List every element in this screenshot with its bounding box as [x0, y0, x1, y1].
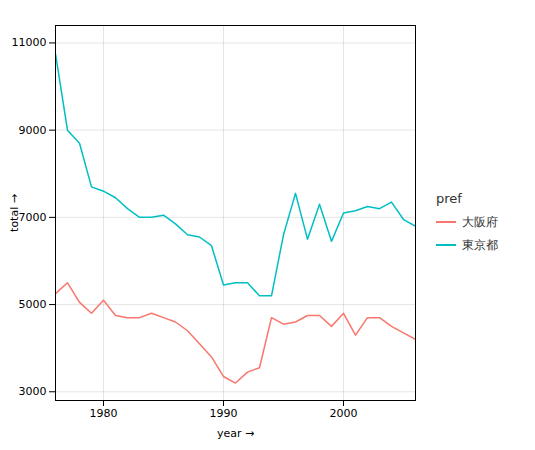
svg-text:3000: 3000 [19, 385, 47, 398]
svg-text:7000: 7000 [19, 211, 47, 224]
html-text:東京都: 東京都 [462, 237, 498, 252]
svg-text:11000: 11000 [12, 36, 47, 49]
svg-text:5000: 5000 [19, 298, 47, 311]
svg-text:1990: 1990 [210, 407, 238, 420]
svg-text:2000: 2000 [330, 407, 358, 420]
svg-text:9000: 9000 [19, 124, 47, 137]
svg-text:total →: total → [8, 194, 21, 232]
svg-text:1980: 1980 [90, 407, 118, 420]
svg-text:year →: year → [217, 427, 254, 440]
html-text:pref: pref [436, 190, 462, 206]
html-text:大阪府: 大阪府 [462, 214, 498, 229]
